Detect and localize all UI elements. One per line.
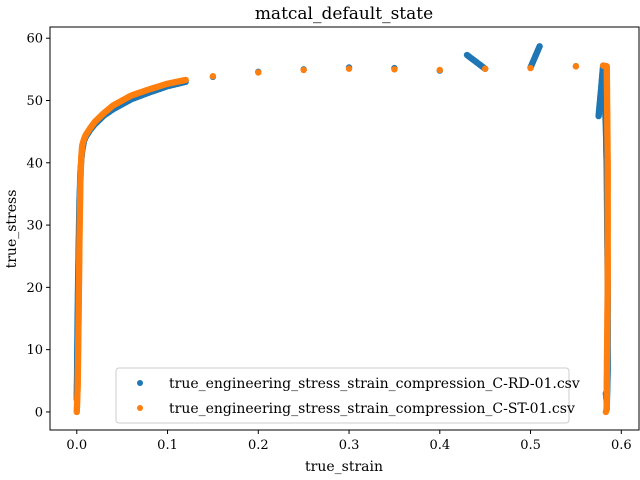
data-point xyxy=(436,66,443,74)
data-point xyxy=(209,73,217,80)
chart-title: matcal_default_state xyxy=(255,4,433,24)
y-tick-label: 30 xyxy=(26,219,43,234)
data-point xyxy=(345,65,353,72)
legend-frame xyxy=(115,367,570,424)
y-tick-label: 20 xyxy=(26,281,43,296)
series-2 xyxy=(73,62,611,416)
y-tick-label: 60 xyxy=(26,32,43,47)
x-axis-label: true_strain xyxy=(305,459,383,475)
legend: true_engineering_stress_strain_compressi… xyxy=(115,367,580,424)
data-point xyxy=(572,63,580,70)
series-layer xyxy=(73,43,611,416)
legend-marker-series-1 xyxy=(137,380,143,386)
x-tick-label: 0.2 xyxy=(248,438,269,453)
y-tick-label: 0 xyxy=(35,405,43,420)
data-point xyxy=(300,66,307,74)
data-point xyxy=(536,43,543,50)
y-axis-ticks: 0 10 20 30 40 50 60 xyxy=(26,32,50,420)
data-point xyxy=(481,65,489,72)
y-axis-label: true_stress xyxy=(4,190,20,269)
x-axis-ticks: 0.0 0.1 0.2 0.3 0.4 0.5 0.6 xyxy=(66,430,632,453)
data-point xyxy=(527,64,534,72)
legend-label-series-1: true_engineering_stress_strain_compressi… xyxy=(169,376,580,392)
data-point xyxy=(391,66,398,73)
y-tick-label: 40 xyxy=(26,156,43,171)
legend-label-series-2: true_engineering_stress_strain_compressi… xyxy=(169,401,575,417)
y-tick-label: 10 xyxy=(26,343,43,358)
x-tick-label: 0.0 xyxy=(66,438,87,453)
legend-marker-series-2 xyxy=(137,405,143,411)
x-tick-label: 0.1 xyxy=(157,438,178,453)
data-point xyxy=(602,408,610,416)
y-tick-label: 50 xyxy=(26,94,43,109)
x-tick-label: 0.3 xyxy=(339,438,360,453)
x-tick-label: 0.5 xyxy=(520,438,541,453)
data-point xyxy=(255,69,262,76)
plot-area-frame xyxy=(49,26,640,431)
x-tick-label: 0.4 xyxy=(429,438,450,453)
data-point xyxy=(182,76,189,84)
x-tick-label: 0.6 xyxy=(611,438,632,453)
